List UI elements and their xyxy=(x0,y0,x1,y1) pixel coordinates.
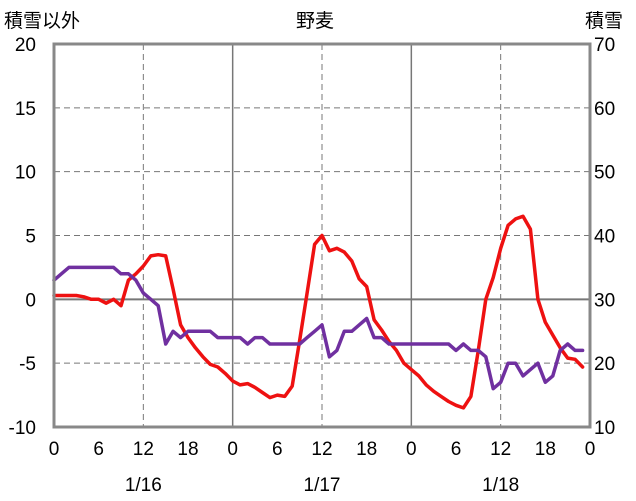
right-axis-title: 積雪 xyxy=(585,11,624,32)
x-tick-label: 0 xyxy=(585,439,596,460)
y-left-tick-label: -5 xyxy=(19,354,36,375)
x-tick-label: 0 xyxy=(406,439,417,460)
chart-title: 野麦 xyxy=(296,11,335,32)
series-line-right-axis xyxy=(52,265,585,391)
x-tick-label: 6 xyxy=(93,439,104,460)
y-right-tick-label: 60 xyxy=(594,99,615,120)
x-tick-label: 12 xyxy=(490,439,511,460)
y-right-tick-label: 70 xyxy=(594,35,615,56)
y-right-tick-label: 50 xyxy=(594,163,615,184)
y-left-tick-label: 20 xyxy=(15,35,36,56)
x-tick-label: 12 xyxy=(133,439,154,460)
y-right-tick-label: 10 xyxy=(594,418,615,439)
x-tick-label: 18 xyxy=(177,439,198,460)
date-label: 1/16 xyxy=(125,475,162,496)
y-left-tick-label: 15 xyxy=(15,99,36,120)
x-tick-label: 12 xyxy=(311,439,332,460)
plot-frame xyxy=(52,42,592,429)
y-left-tick-label: 5 xyxy=(25,227,36,248)
y-right-tick-label: 20 xyxy=(594,354,615,375)
x-tick-label: 0 xyxy=(49,439,60,460)
x-tick-label: 18 xyxy=(535,439,556,460)
date-label: 1/18 xyxy=(482,475,519,496)
y-left-tick-label: 10 xyxy=(15,163,36,184)
y-right-tick-label: 30 xyxy=(594,290,615,311)
left-axis-title: 積雪以外 xyxy=(4,11,81,32)
y-left-tick-label: -10 xyxy=(9,418,36,439)
x-tick-label: 18 xyxy=(356,439,377,460)
x-tick-label: 6 xyxy=(451,439,462,460)
y-left-tick-label: 0 xyxy=(25,290,36,311)
y-right-tick-label: 40 xyxy=(594,227,615,248)
x-tick-label: 6 xyxy=(272,439,283,460)
x-tick-label: 0 xyxy=(227,439,238,460)
series-line-left-axis xyxy=(52,214,585,410)
date-label: 1/17 xyxy=(304,475,341,496)
